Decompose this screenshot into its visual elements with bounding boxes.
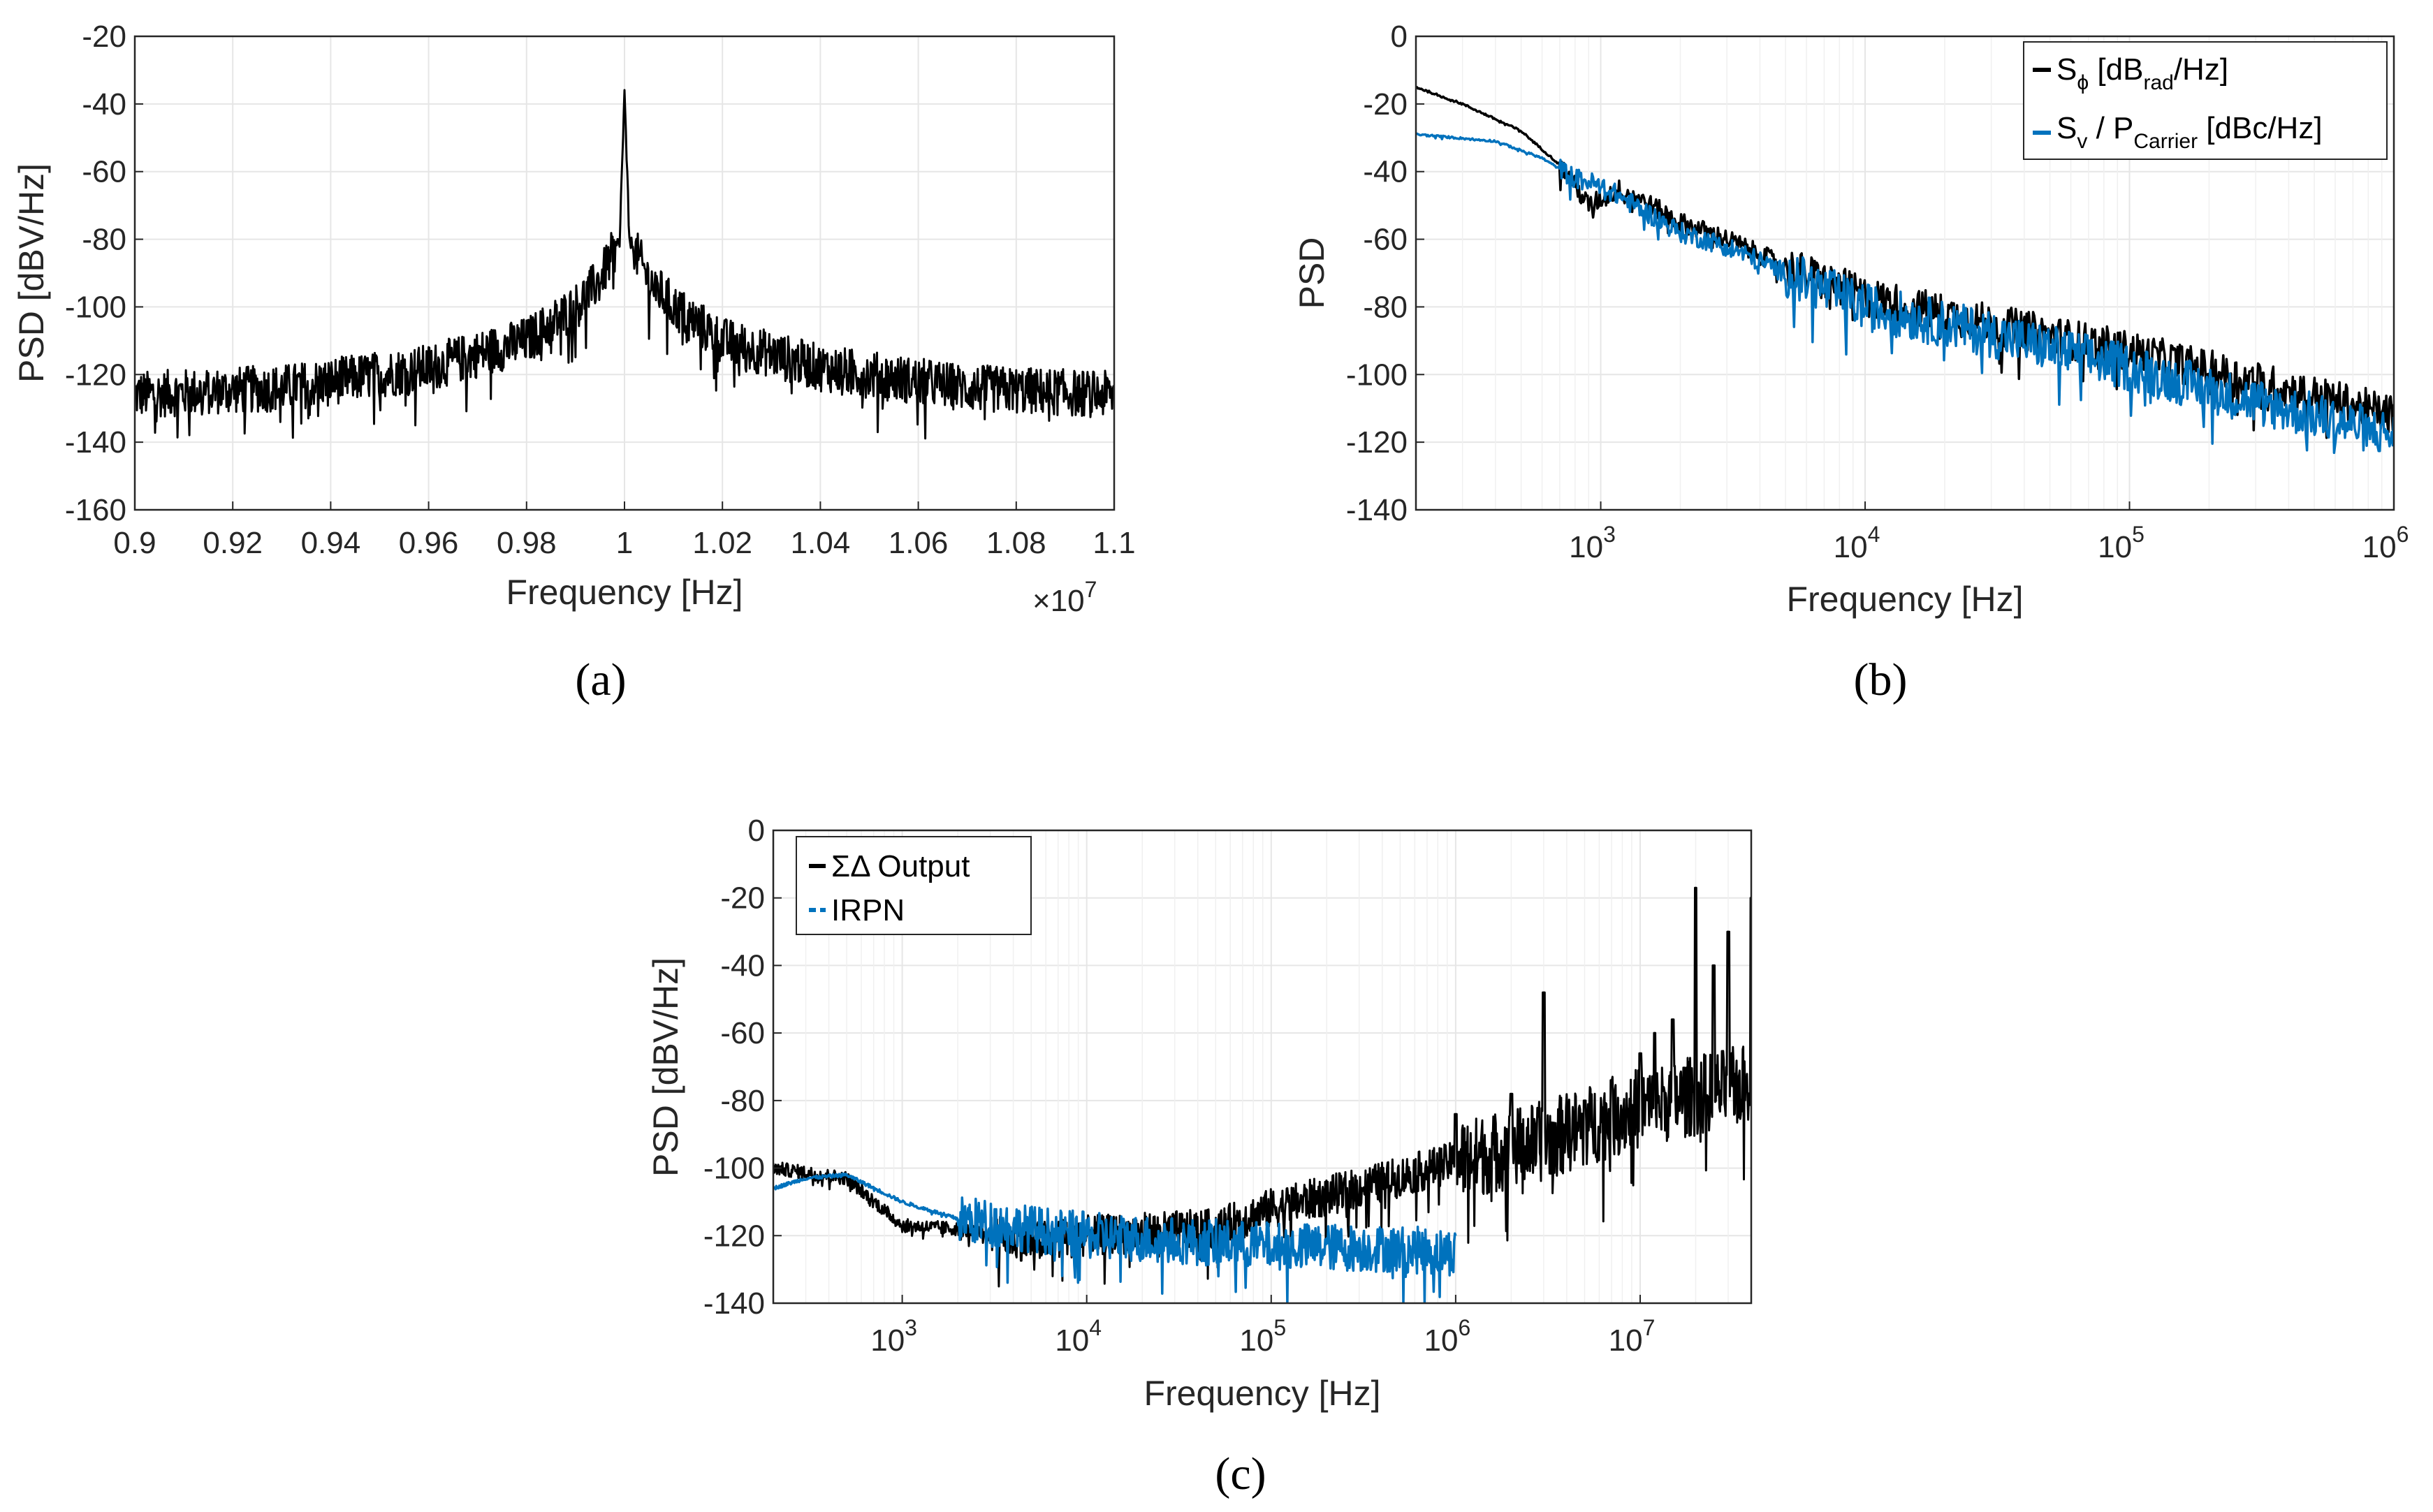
c-series [773, 886, 1751, 1303]
a-xticks: 0.9 0.92 0.94 0.96 0.98 1 1.02 1.04 1.06 1.08 1.1 [113, 501, 1136, 560]
c-series-line-0 [773, 886, 1751, 1288]
a-xtick-label: 1.06 [889, 526, 949, 560]
b-ytick-label: -20 [1363, 87, 1408, 122]
c-ytick-label: -100 [703, 1152, 765, 1186]
b-ytick-label: -60 [1363, 223, 1408, 257]
c-ytick-label: -120 [703, 1219, 765, 1253]
b-ytick-label: -40 [1363, 155, 1408, 189]
c-xlabel: Frequency [Hz] [1144, 1374, 1380, 1413]
b-ytick-label: -80 [1363, 290, 1408, 324]
a-ytick-label: -80 [82, 223, 126, 257]
a-ytick-label: -160 [65, 493, 126, 527]
c-legend-label-sd: ΣΔ Output [831, 849, 970, 883]
b-xtick-label: 106 [2362, 522, 2409, 564]
c-xticks: 103 104 105 106 107 [870, 1295, 1655, 1358]
b-series [1416, 85, 2394, 455]
b-legend-label-sphi: Sϕ [dBrad/Hz] [2056, 52, 2228, 94]
b-xtick-label: 103 [1569, 522, 1616, 564]
b-xtick-label: 104 [1834, 522, 1880, 564]
panel-a: -160 -140 -120 -100 -80 -60 -40 -20 0.9 0.92 0.94… [12, 20, 1136, 705]
a-x-multiplier: ×107 [1032, 577, 1097, 618]
c-xtick-label: 104 [1055, 1315, 1102, 1358]
a-series [135, 89, 1114, 440]
a-ytick-label: -60 [82, 155, 126, 189]
a-caption: (a) [575, 654, 626, 705]
a-xtick-label: 0.9 [113, 526, 156, 560]
a-ytick-label: -140 [65, 425, 126, 460]
c-ytick-label: -60 [720, 1016, 765, 1050]
panel-b: -140 -120 -100 -80 -60 -40 -20 0 103 104 105 106 F… [1292, 20, 2409, 705]
b-ytick-label: 0 [1391, 20, 1408, 54]
panel-c: -140-120-100-80-60-40-200 103 104 105 106 10… [646, 814, 1753, 1499]
a-xtick-label: 0.94 [301, 526, 361, 560]
a-xtick-label: 1.04 [791, 526, 851, 560]
a-xtick-label: 1 [616, 526, 633, 560]
c-xtick-label: 103 [870, 1315, 917, 1358]
c-legend-label-irpn: IRPN [831, 893, 905, 927]
c-ytick-label: -40 [720, 948, 765, 983]
a-xtick-label: 0.96 [399, 526, 459, 560]
a-xtick-label: 1.08 [986, 526, 1046, 560]
c-ylabel: PSD [dBV/Hz] [646, 957, 685, 1177]
b-legend-box [2023, 41, 2388, 160]
c-xtick-label: 107 [1609, 1315, 1656, 1358]
a-ytick-label: -20 [82, 20, 126, 54]
b-series-line-1 [1416, 132, 2394, 455]
b-yticks: -140 -120 -100 -80 -60 -40 -20 0 [1346, 20, 1424, 527]
c-series-line-1 [773, 1172, 1457, 1303]
c-ytick-label: -140 [703, 1286, 765, 1321]
b-ytick-label: -120 [1346, 425, 1408, 460]
b-legend-label-sv: Sv / PCarrier [dBc/Hz] [2056, 111, 2323, 153]
b-ytick-label: -100 [1346, 358, 1408, 392]
b-caption: (b) [1854, 654, 1908, 705]
b-legend: Sϕ [dBrad/Hz] Sv / PCarrier [dBc/Hz] [2023, 41, 2388, 160]
c-caption: (c) [1215, 1448, 1266, 1499]
a-xtick-label: 0.92 [203, 526, 263, 560]
c-axes-frame [772, 829, 1753, 1305]
b-ytick-label: -140 [1346, 493, 1408, 527]
b-xtick-label: 105 [2098, 522, 2145, 564]
b-xticks: 103 104 105 106 [1569, 501, 2409, 564]
c-legend-box [796, 836, 1032, 935]
c-ytick-label: 0 [748, 814, 765, 848]
a-ytick-label: -40 [82, 87, 126, 122]
a-x-multiplier-exp: 7 [1085, 577, 1097, 602]
a-xtick-label: 1.1 [1093, 526, 1135, 560]
a-ylabel: PSD [dBV/Hz] [12, 163, 51, 383]
c-xtick-label: 106 [1424, 1315, 1471, 1358]
b-xlabel: Frequency [Hz] [1786, 580, 2023, 619]
b-ylabel: PSD [1292, 237, 1331, 309]
a-series-line-0 [135, 89, 1114, 440]
c-xtick-label: 105 [1239, 1315, 1286, 1358]
a-xtick-label: 1.02 [692, 526, 752, 560]
c-ytick-label: -80 [720, 1084, 765, 1118]
c-ytick-label: -20 [720, 881, 765, 916]
c-yticks: -140 -120 -100 -80 -60 -40 -20 0 [703, 814, 782, 1321]
a-ytick-label: -120 [65, 358, 126, 392]
a-xlabel: Frequency [Hz] [506, 573, 743, 612]
a-grid [134, 36, 1115, 511]
a-ytick-label: -100 [65, 290, 126, 324]
c-legend: ΣΔ Output IRPN [796, 836, 1032, 935]
b-axes-frame [1415, 35, 2395, 511]
a-xtick-label: 0.98 [497, 526, 557, 560]
a-yticks: -160 -140 -120 -100 -80 -60 -40 -20 [65, 20, 143, 527]
a-x-multiplier-base: ×10 [1032, 584, 1085, 618]
